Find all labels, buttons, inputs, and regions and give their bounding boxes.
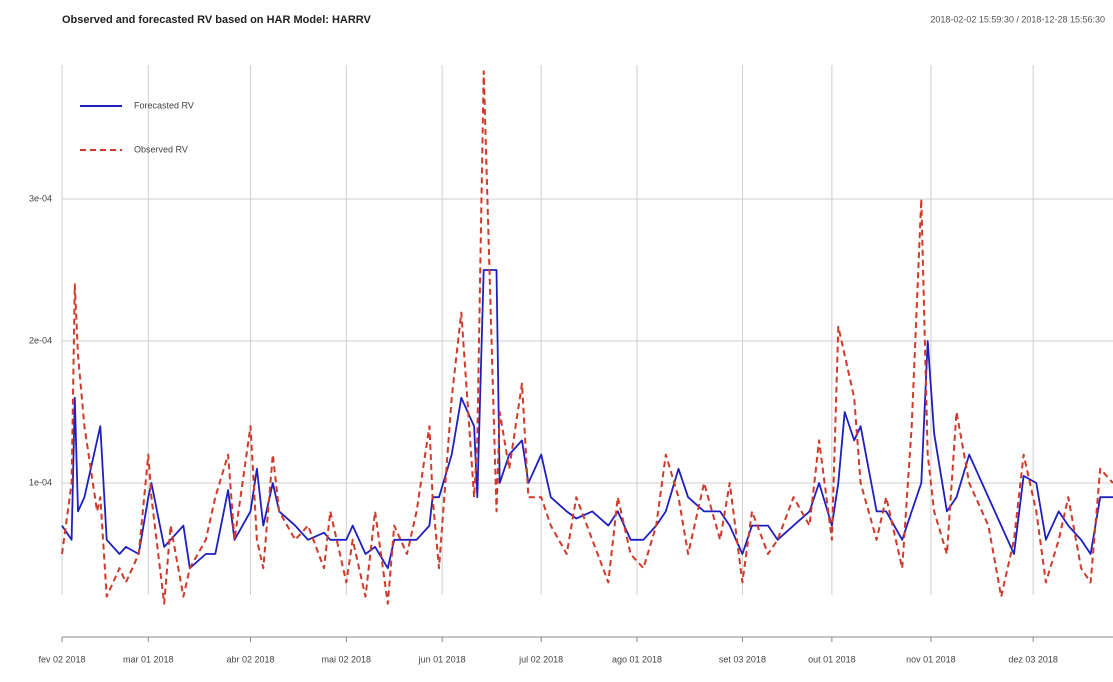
y-tick-label: 1e-04 — [29, 477, 52, 487]
x-tick-label: jun 01 2018 — [418, 654, 466, 664]
x-tick-label: dez 03 2018 — [1008, 654, 1058, 664]
x-tick-label: fev 02 2018 — [38, 654, 85, 664]
legend-label: Forecasted RV — [134, 100, 194, 110]
x-tick-label: abr 02 2018 — [226, 654, 274, 664]
x-tick-label: mar 01 2018 — [123, 654, 174, 664]
date-range: 2018-02-02 15:59:30 / 2018-12-28 15:56:3… — [930, 14, 1105, 24]
y-tick-label: 3e-04 — [29, 193, 52, 203]
legend-label: Observed RV — [134, 144, 188, 154]
x-tick-label: nov 01 2018 — [906, 654, 956, 664]
series-line — [61, 70, 1113, 605]
chart-title: Observed and forecasted RV based on HAR … — [62, 14, 372, 26]
x-tick-label: jul 02 2018 — [518, 654, 563, 664]
x-tick-label: mai 02 2018 — [322, 654, 372, 664]
x-tick-label: ago 01 2018 — [612, 654, 662, 664]
x-tick-label: set 03 2018 — [719, 654, 766, 664]
y-tick-label: 2e-04 — [29, 335, 52, 345]
x-tick-label: out 01 2018 — [808, 654, 856, 664]
